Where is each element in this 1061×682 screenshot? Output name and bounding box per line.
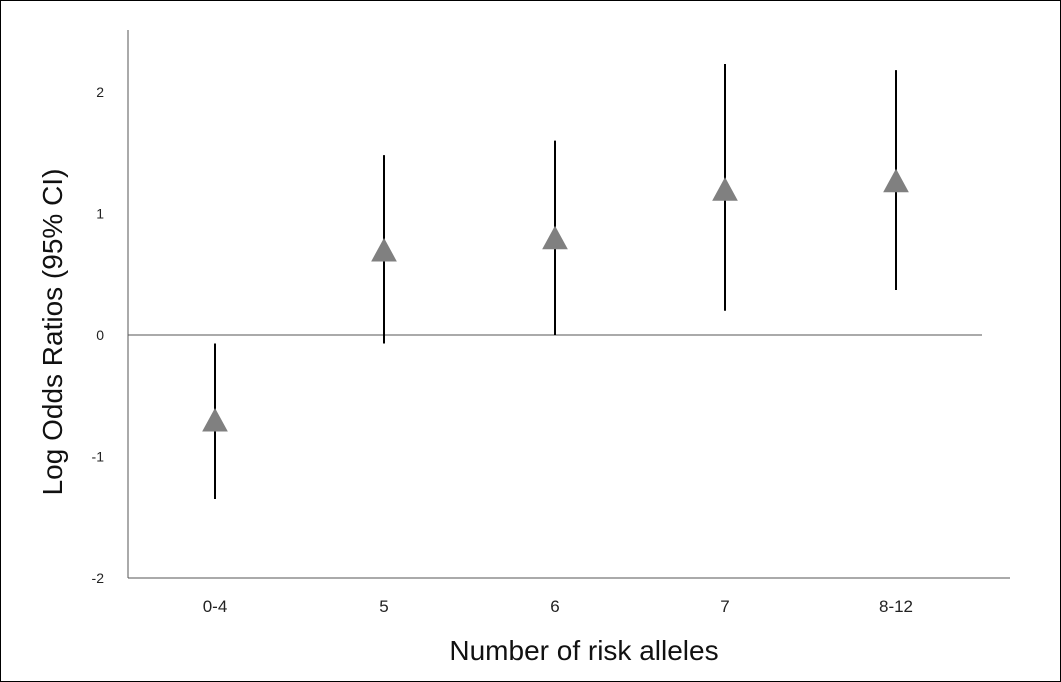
y-tick-label: 1	[96, 206, 104, 222]
x-tick-label: 8-12	[879, 597, 913, 616]
data-point-triangle	[712, 177, 738, 201]
y-tick-label: 2	[96, 84, 104, 100]
chart-axes	[127, 30, 1010, 579]
x-tick-label: 7	[720, 597, 729, 616]
error-bars	[214, 64, 897, 500]
data-point-triangle	[202, 408, 228, 432]
data-points	[202, 168, 909, 432]
y-axis-title: Log Odds Ratios (95% CI)	[37, 169, 68, 496]
y-tick-label: 0	[96, 327, 104, 343]
data-point-triangle	[883, 168, 909, 193]
x-tick-label: 0-4	[203, 597, 228, 616]
x-axis-title: Number of risk alleles	[449, 635, 718, 666]
data-point-triangle	[371, 237, 397, 262]
y-tick-label: -1	[92, 449, 105, 465]
data-point-triangle	[542, 225, 568, 250]
y-tick-label: -2	[92, 570, 105, 586]
x-tick-label: 5	[379, 597, 388, 616]
x-tick-label: 6	[550, 597, 559, 616]
y-tick-labels: -2 -1 0 1 2	[92, 84, 105, 586]
x-tick-labels: 0-4 5 6 7 8-12	[203, 597, 913, 616]
